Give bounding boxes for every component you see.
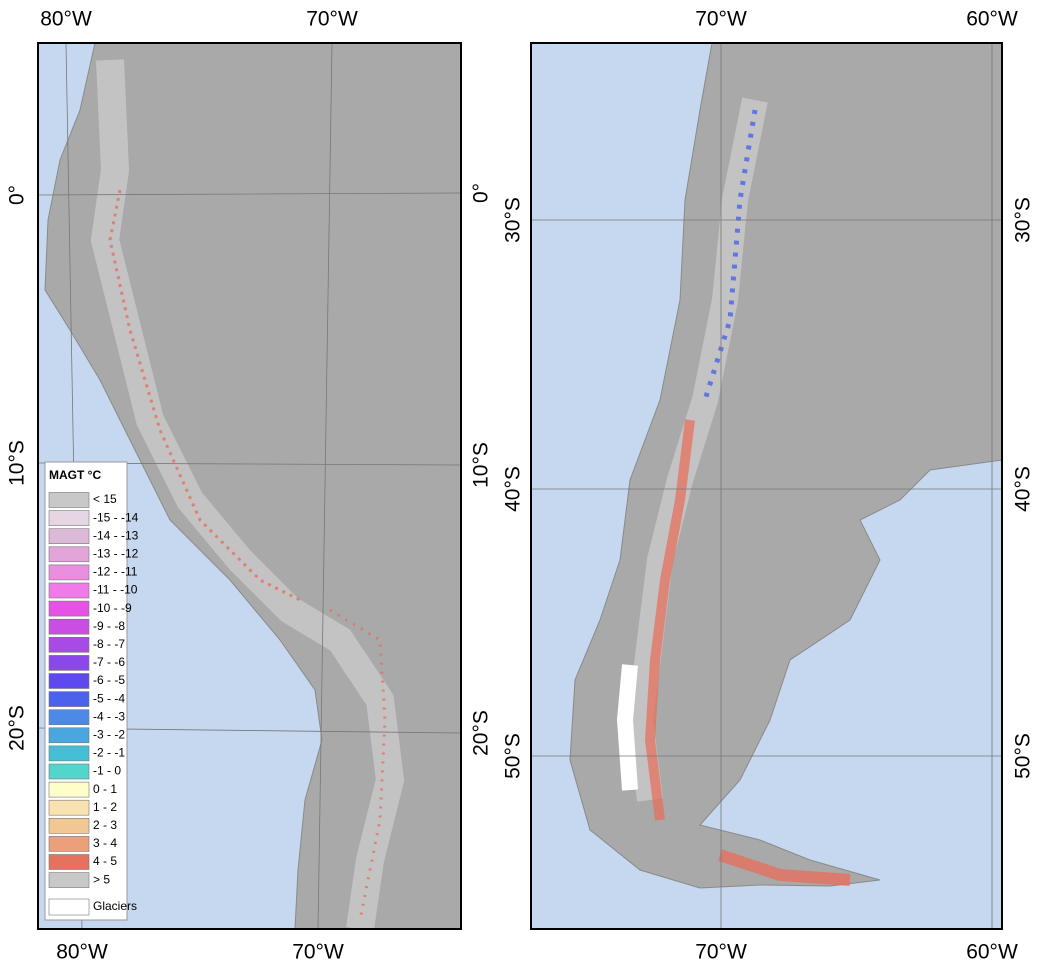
legend-swatch: [48, 636, 90, 653]
lat-label: 30°S: [1012, 197, 1035, 243]
legend: MAGT °C < 15 -15 - -14 -14 - -13 -13 - -12 -…: [44, 461, 139, 921]
legend-label: -15 - -14: [93, 510, 139, 524]
lat-label: 50°S: [1012, 733, 1035, 779]
legend-swatch: [48, 898, 90, 916]
legend-label: -9 - -8: [93, 619, 125, 633]
map-panel-south: [531, 43, 1002, 929]
legend-swatch: [48, 618, 90, 635]
lat-label: 40°S: [502, 466, 525, 512]
lat-label: 20°S: [470, 710, 493, 756]
legend-label: -7 - -6: [93, 655, 125, 669]
legend-swatch: [48, 546, 90, 563]
legend-swatch: [48, 836, 90, 852]
lat-label: 0°: [6, 185, 29, 205]
legend-swatch: [48, 709, 90, 726]
legend-swatch: [48, 799, 90, 816]
legend-label: 4 - 5: [93, 854, 117, 868]
panel-frame: [530, 42, 1003, 930]
legend-swatch: [48, 854, 90, 870]
legend-label: 2 - 3: [93, 818, 117, 832]
legend-swatch: [48, 872, 90, 888]
legend-swatch: [48, 528, 90, 545]
lon-label: 70°W: [306, 8, 358, 31]
lat-label: 50°S: [502, 733, 525, 779]
legend-swatch: [48, 691, 90, 707]
legend-swatch: [48, 817, 90, 834]
lon-label: 70°W: [695, 8, 747, 31]
lat-label: 0°: [470, 183, 493, 203]
legend-label: -3 - -2: [93, 727, 125, 741]
lat-label: 10°S: [470, 442, 493, 488]
legend-swatch: [48, 564, 90, 581]
legend-swatch: [48, 655, 90, 671]
legend-swatch: [48, 492, 90, 508]
legend-label: 0 - 1: [93, 782, 117, 796]
legend-label: -5 - -4: [93, 691, 125, 705]
legend-label: -1 - 0: [93, 764, 121, 778]
legend-label: > 5: [93, 872, 110, 886]
legend-swatch: [48, 727, 90, 744]
panel-frame: [37, 42, 462, 930]
legend-swatch: [48, 745, 90, 762]
legend-label: -14 - -13: [93, 528, 139, 542]
lon-label: 70°W: [292, 941, 344, 964]
lat-label: 20°S: [6, 705, 29, 751]
lat-label: 10°S: [6, 440, 29, 486]
legend-swatch: [48, 763, 90, 780]
lon-label: 80°W: [56, 941, 108, 964]
legend-swatch: [48, 600, 90, 617]
legend-label: 3 - 4: [93, 836, 117, 850]
legend-label: Glaciers: [93, 899, 137, 913]
legend-label: -8 - -7: [93, 637, 125, 651]
legend-swatch: [48, 781, 90, 798]
legend-swatch: [48, 673, 90, 689]
legend-label: -12 - -11: [93, 565, 138, 579]
legend-swatch: [48, 510, 90, 526]
lon-label: 70°W: [695, 941, 747, 964]
legend-title: MAGT °C: [49, 468, 101, 482]
lat-label: 30°S: [502, 197, 525, 243]
lon-label: 80°W: [40, 8, 92, 31]
legend-label: -13 - -12: [93, 546, 139, 560]
lon-label: 60°W: [966, 941, 1018, 964]
lon-label: 60°W: [966, 8, 1018, 31]
legend-swatch: [48, 582, 90, 599]
legend-label: < 15: [93, 492, 117, 506]
lat-label: 40°S: [1012, 466, 1035, 512]
legend-label: -4 - -3: [93, 709, 125, 723]
legend-label: -6 - -5: [93, 673, 125, 687]
legend-label: -10 - -9: [93, 601, 132, 615]
legend-label: -11 - -10: [93, 583, 138, 597]
legend-label: 1 - 2: [93, 800, 117, 814]
legend-label: -2 - -1: [93, 746, 125, 760]
